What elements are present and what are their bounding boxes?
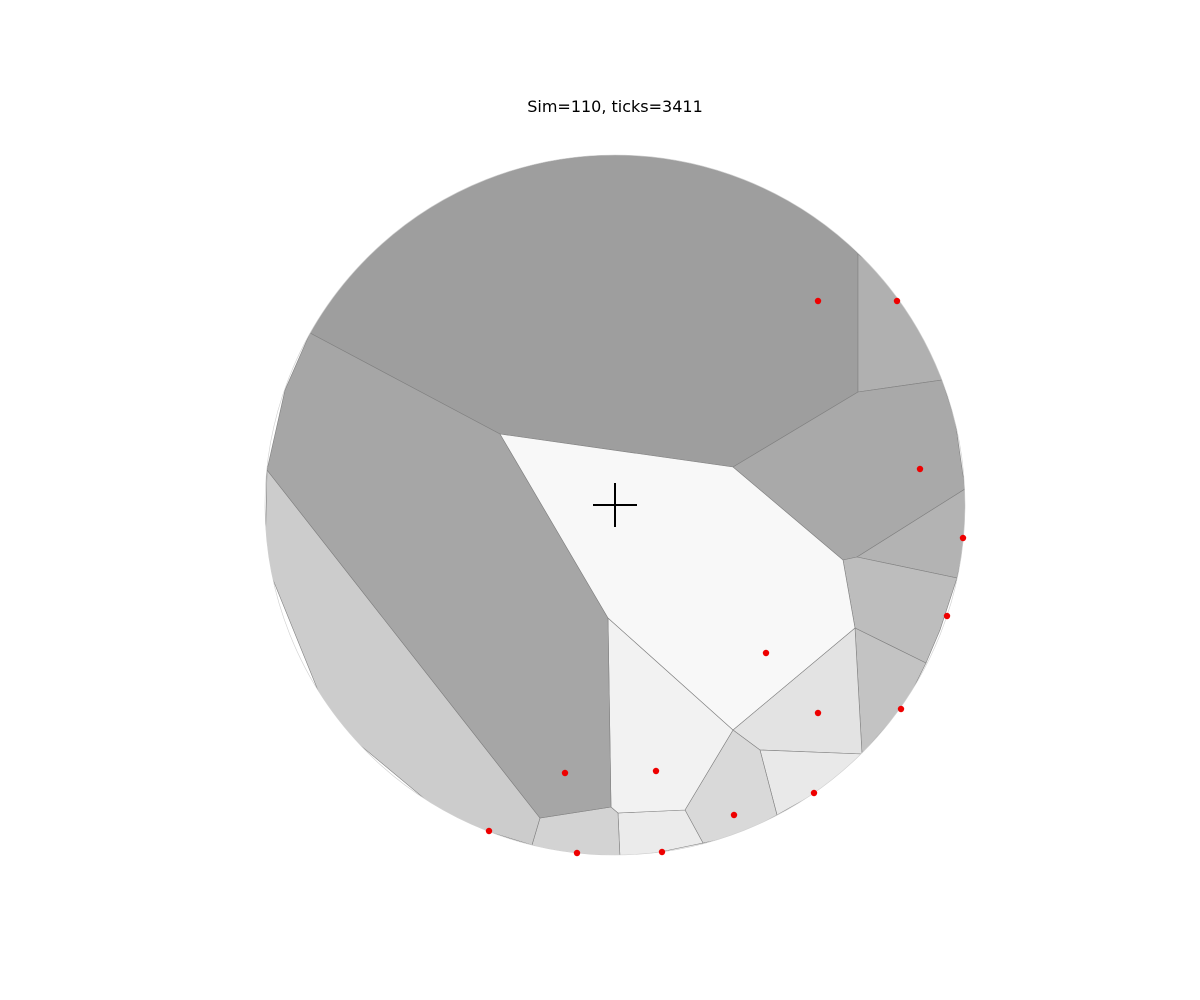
marker-point — [959, 534, 967, 542]
marker-point — [561, 769, 569, 777]
marker-point — [814, 297, 822, 305]
chart-title: Sim=110, ticks=3411 — [527, 97, 703, 116]
disc-outline — [264, 154, 966, 856]
marker-point — [652, 767, 660, 775]
marker-point — [762, 649, 770, 657]
marker-point — [897, 705, 905, 713]
marker-point — [893, 297, 901, 305]
cell-upper-right-sliver — [857, 253, 943, 393]
marker-point — [810, 789, 818, 797]
crosshair-marker — [593, 483, 637, 527]
marker-point — [573, 849, 581, 857]
marker-point — [730, 811, 738, 819]
marker-point — [658, 848, 666, 856]
marker-point — [485, 827, 493, 835]
marker-point — [814, 709, 822, 717]
agent-markers — [485, 297, 967, 857]
marker-point — [943, 612, 951, 620]
cell-lower-right-edge — [759, 749, 863, 816]
voronoi-cells — [265, 155, 965, 855]
marker-point — [916, 465, 924, 473]
